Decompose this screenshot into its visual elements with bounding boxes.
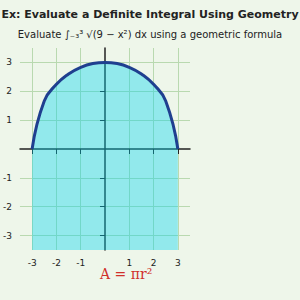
svg-text:-1: -1 [76, 258, 85, 268]
svg-text:1: 1 [6, 115, 12, 125]
svg-text:3: 3 [175, 258, 181, 268]
svg-text:3: 3 [6, 57, 12, 67]
svg-text:-3: -3 [3, 231, 12, 241]
svg-text:1: 1 [126, 257, 133, 268]
svg-text:A = πr²: A = πr² [99, 266, 152, 282]
svg-text:2: 2 [6, 86, 12, 96]
svg-text:2: 2 [150, 257, 157, 268]
svg-text:Evaluate ∫₋₃³ √(9 − x²) dx usi: Evaluate ∫₋₃³ √(9 − x²) dx using a geome… [18, 29, 282, 40]
svg-text:Ex: Evaluate a Definite Integr: Ex: Evaluate a Definite Integral Using G… [1, 8, 298, 21]
svg-text:-1: -1 [3, 173, 12, 183]
svg-text:-2: -2 [52, 258, 61, 268]
svg-text:-3: -3 [28, 258, 37, 268]
svg-text:-2: -2 [3, 202, 12, 212]
